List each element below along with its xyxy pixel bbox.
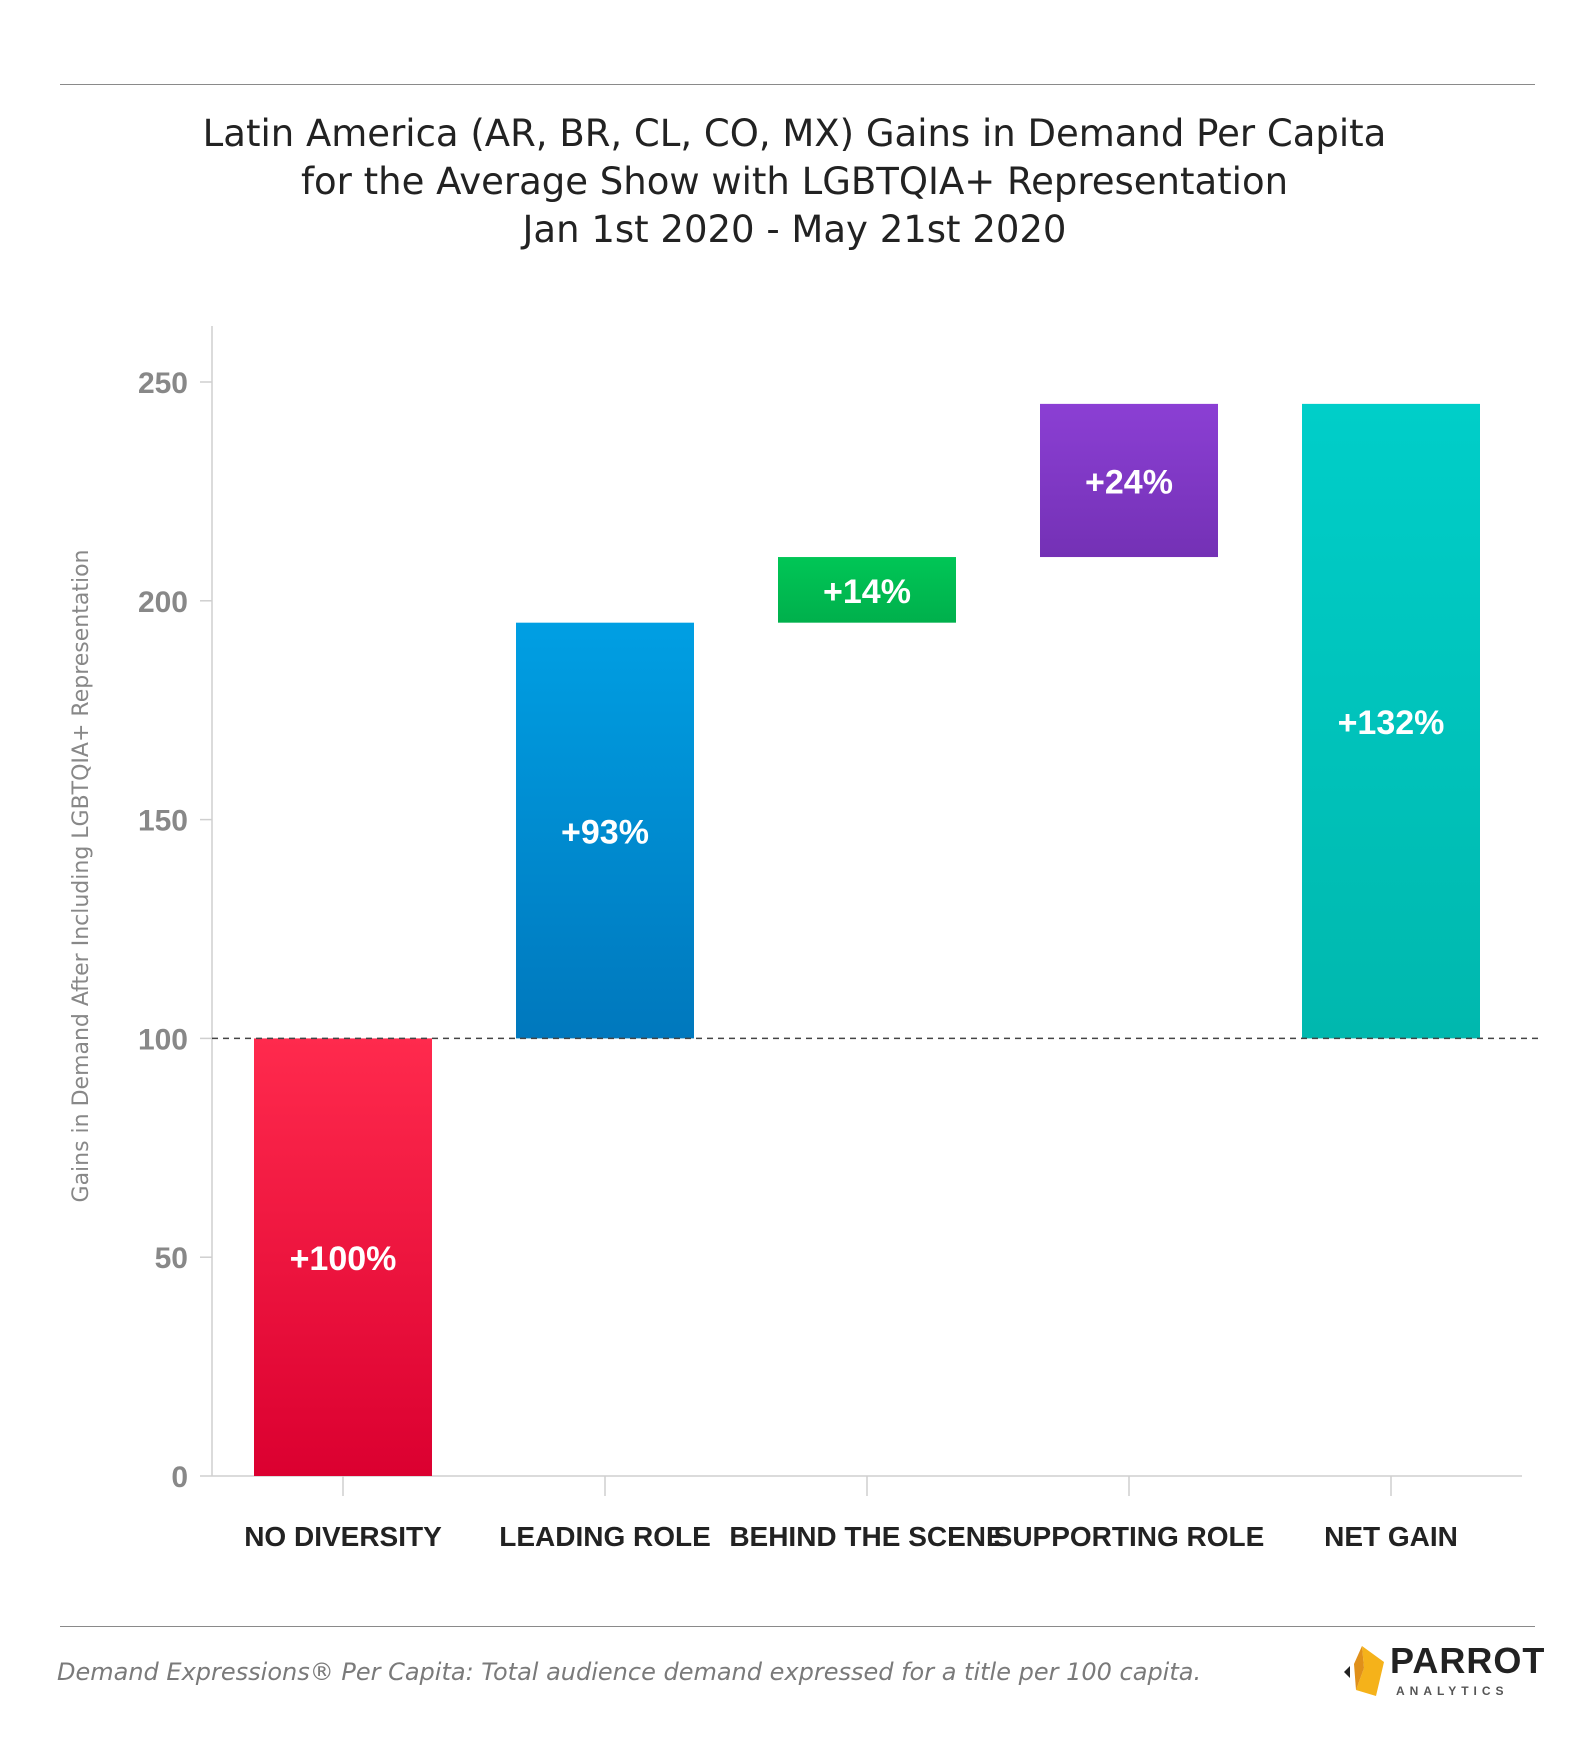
bar-no-diversity: [254, 1038, 432, 1476]
x-tick-label: SUPPORTING ROLE: [994, 1521, 1265, 1552]
logo-subtitle: ANALYTICS: [1396, 1684, 1509, 1698]
y-tick-label: 250: [138, 367, 188, 400]
y-tick-label: 50: [155, 1242, 188, 1275]
top-rule: [60, 84, 1535, 85]
x-tick-label: BEHIND THE SCENE: [729, 1521, 1004, 1552]
x-tick-label: NO DIVERSITY: [244, 1521, 442, 1552]
title-line-2: for the Average Show with LGBTQIA+ Repre…: [300, 160, 1289, 203]
bar-supporting-role: [1040, 403, 1218, 558]
y-tick-label: 200: [138, 586, 188, 619]
y-tick-label: 0: [171, 1461, 188, 1494]
bar-value-label: +132%: [1338, 704, 1445, 742]
bar-value-label: +93%: [561, 814, 649, 852]
parrot-analytics-logo: PARROT ANALYTICS: [1330, 1640, 1544, 1700]
title-line-3: Jan 1st 2020 - May 21st 2020: [522, 208, 1067, 251]
y-tick-label: 100: [138, 1023, 188, 1056]
waterfall-chart: 0 50 100 150 200 250 Gains in Demand After Inc…: [69, 326, 1542, 1552]
footnote: Demand Expressions® Per Capita: Total au…: [57, 1658, 1202, 1686]
bar-leading-role: [516, 622, 694, 1039]
logo-wordmark: PARROT: [1390, 1640, 1546, 1681]
y-axis-title: Gains in Demand After Including LGBTQIA+…: [69, 550, 94, 1203]
chart-title: Latin America (AR, BR, CL, CO, MX) Gains…: [0, 110, 1589, 254]
bottom-rule: [60, 1626, 1535, 1627]
bar-net-gain: [1302, 403, 1480, 1039]
bar-value-label: +14%: [823, 573, 911, 611]
x-tick-label: LEADING ROLE: [499, 1521, 711, 1552]
parrot-logo-icon: [1344, 1646, 1384, 1696]
bar-behind-the-scene: [778, 557, 956, 623]
x-tick-label: NET GAIN: [1324, 1521, 1458, 1552]
y-tick-label: 150: [138, 805, 188, 838]
bar-value-label: +24%: [1085, 463, 1173, 501]
bar-value-label: +100%: [290, 1240, 397, 1278]
title-line-1: Latin America (AR, BR, CL, CO, MX) Gains…: [202, 112, 1387, 155]
